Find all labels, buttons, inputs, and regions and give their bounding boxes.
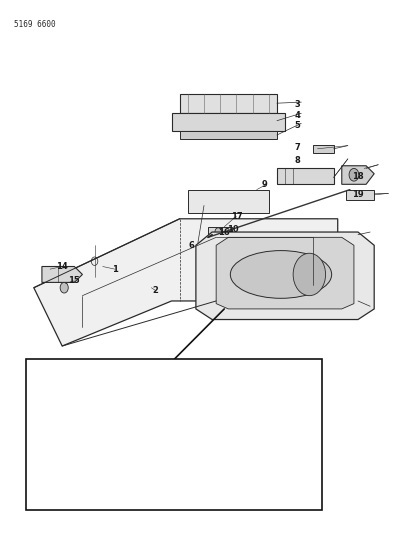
Polygon shape: [313, 144, 334, 152]
Text: 2: 2: [153, 286, 158, 295]
Polygon shape: [111, 381, 175, 389]
Polygon shape: [188, 190, 269, 214]
FancyBboxPatch shape: [26, 359, 322, 511]
Text: 5169 6600: 5169 6600: [13, 20, 55, 29]
Polygon shape: [277, 168, 334, 184]
Text: 7: 7: [294, 143, 300, 152]
Text: 20: 20: [85, 418, 96, 427]
Text: 26: 26: [182, 402, 194, 411]
Text: 18: 18: [352, 172, 364, 181]
Text: 9: 9: [262, 180, 268, 189]
Circle shape: [215, 228, 222, 236]
Polygon shape: [196, 232, 374, 319]
Circle shape: [120, 380, 126, 389]
Polygon shape: [228, 423, 305, 441]
Text: 6: 6: [189, 241, 195, 250]
Text: 21: 21: [73, 381, 84, 390]
Text: 25: 25: [137, 440, 149, 449]
Text: 16: 16: [218, 228, 230, 237]
Circle shape: [186, 403, 193, 413]
Text: 5: 5: [294, 122, 300, 131]
FancyBboxPatch shape: [71, 418, 82, 422]
Text: 8: 8: [294, 156, 300, 165]
Polygon shape: [216, 237, 354, 309]
Text: 3: 3: [294, 100, 300, 109]
Text: 1: 1: [112, 265, 118, 273]
Circle shape: [176, 416, 191, 435]
Circle shape: [60, 282, 68, 293]
Text: 4: 4: [294, 111, 300, 120]
Text: 23: 23: [154, 392, 165, 401]
Text: 22: 22: [153, 373, 165, 382]
Text: 14: 14: [56, 262, 68, 271]
Polygon shape: [342, 166, 374, 184]
Circle shape: [349, 168, 359, 181]
Polygon shape: [34, 219, 338, 346]
Ellipse shape: [231, 251, 332, 298]
Polygon shape: [115, 407, 253, 444]
Polygon shape: [42, 266, 82, 282]
Text: 15: 15: [69, 276, 80, 285]
Polygon shape: [208, 227, 233, 237]
Polygon shape: [346, 190, 374, 200]
Polygon shape: [180, 94, 277, 113]
Polygon shape: [180, 131, 277, 139]
Circle shape: [293, 253, 326, 296]
Polygon shape: [172, 113, 285, 131]
Text: 24: 24: [77, 426, 88, 435]
Text: 19: 19: [352, 190, 364, 199]
FancyBboxPatch shape: [68, 368, 77, 373]
Polygon shape: [38, 386, 123, 402]
Text: 10: 10: [226, 225, 238, 234]
Text: 17: 17: [231, 212, 242, 221]
